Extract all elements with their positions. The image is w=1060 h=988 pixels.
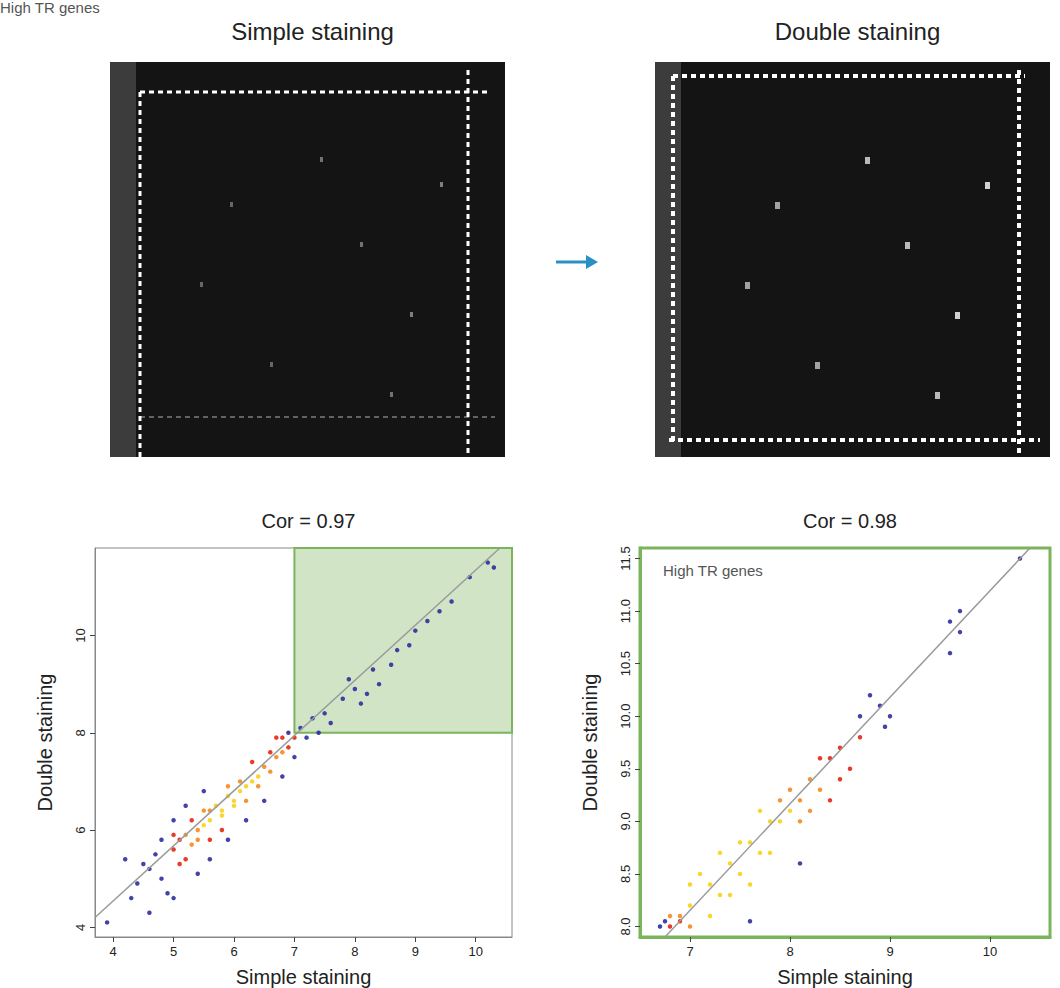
svg-text:11.0: 11.0 xyxy=(618,599,633,623)
svg-text:10: 10 xyxy=(73,628,88,642)
svg-text:8.0: 8.0 xyxy=(618,917,633,935)
svg-text:10.5: 10.5 xyxy=(618,651,633,676)
svg-text:10.0: 10.0 xyxy=(618,704,633,729)
svg-text:9: 9 xyxy=(412,944,419,959)
svg-text:11.5: 11.5 xyxy=(618,546,633,570)
svg-text:Simple staining: Simple staining xyxy=(236,966,372,988)
svg-text:Simple staining: Simple staining xyxy=(231,18,394,45)
svg-text:8: 8 xyxy=(351,944,358,959)
svg-text:9.0: 9.0 xyxy=(618,812,633,830)
svg-text:Double staining: Double staining xyxy=(775,18,940,45)
svg-text:8: 8 xyxy=(786,944,793,959)
svg-text:9: 9 xyxy=(886,944,893,959)
svg-text:Double staining: Double staining xyxy=(34,674,56,812)
svg-text:Double staining: Double staining xyxy=(579,674,601,812)
svg-text:6: 6 xyxy=(73,826,88,833)
svg-text:10: 10 xyxy=(469,944,483,959)
svg-text:10: 10 xyxy=(983,944,997,959)
svg-text:High TR genes: High TR genes xyxy=(663,562,763,579)
svg-text:5: 5 xyxy=(170,944,177,959)
svg-text:4: 4 xyxy=(73,924,88,931)
svg-text:9.5: 9.5 xyxy=(618,760,633,778)
svg-text:7: 7 xyxy=(686,944,693,959)
svg-text:4: 4 xyxy=(110,944,117,959)
svg-text:Cor = 0.97: Cor = 0.97 xyxy=(262,510,356,532)
svg-text:6: 6 xyxy=(230,944,237,959)
svg-text:High TR genes: High TR genes xyxy=(0,0,100,16)
svg-text:8.5: 8.5 xyxy=(618,865,633,883)
svg-text:8: 8 xyxy=(73,729,88,736)
svg-text:Cor = 0.98: Cor = 0.98 xyxy=(803,510,897,532)
svg-text:Simple staining: Simple staining xyxy=(777,966,913,988)
svg-text:7: 7 xyxy=(291,944,298,959)
